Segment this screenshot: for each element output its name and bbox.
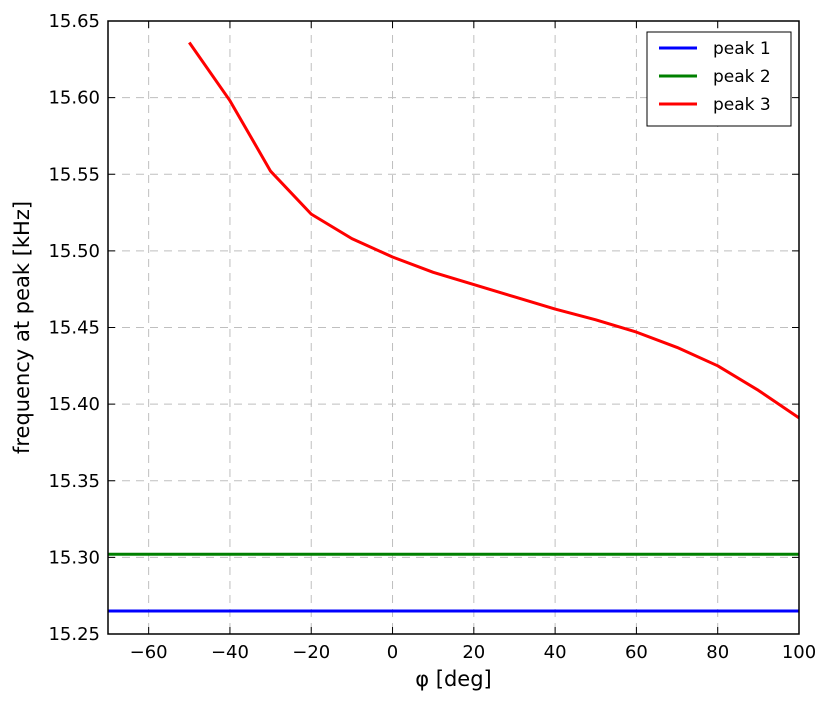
y-tick-label: 15.40 [48,394,100,415]
x-tick-label: −20 [292,642,330,663]
legend-label: peak 3 [713,95,771,115]
series-lines [108,41,800,613]
x-tick-label: −40 [211,642,249,663]
series-line-peak-3 [188,41,800,420]
x-tick-label: 0 [387,642,398,663]
x-tick-label: 80 [706,642,729,663]
legend: peak 1 peak 2 peak 3 [646,31,792,127]
x-tick-label: 100 [782,642,816,663]
x-tick-label: 20 [462,642,485,663]
y-tick-label: 15.55 [48,164,100,185]
x-tick-label: 60 [625,642,648,663]
x-tick-label: 40 [544,642,567,663]
y-tick-label: 15.45 [48,318,100,339]
y-tick-label: 15.25 [48,624,100,645]
axis-ticks: −60 −40 −20 0 20 40 60 80 100 15.25 15.30 15.35 15.4… [48,11,816,663]
y-axis-label: frequency at peak [kHz] [10,201,34,454]
legend-label: peak 2 [713,67,771,87]
y-tick-label: 15.50 [48,241,100,262]
y-tick-label: 15.60 [48,88,100,109]
y-tick-label: 15.30 [48,547,100,568]
y-tick-label: 15.35 [48,471,100,492]
legend-label: peak 1 [713,39,771,59]
y-tick-label: 15.65 [48,11,100,32]
x-axis-label: φ [deg] [415,667,492,691]
x-tick-label: −60 [130,642,168,663]
